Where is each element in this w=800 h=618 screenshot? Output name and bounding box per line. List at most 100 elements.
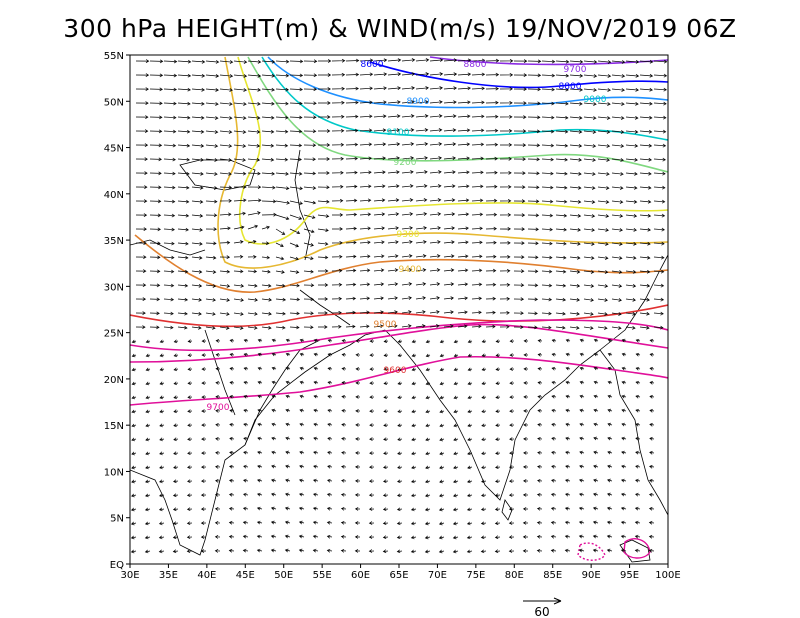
wind-arrow [219, 74, 234, 78]
wind-arrow [551, 464, 557, 469]
wind-arrow [429, 86, 443, 90]
wind-arrow [340, 506, 347, 511]
wind-arrow [579, 352, 585, 357]
wind-arrow [355, 395, 361, 399]
wind-arrow [215, 380, 221, 385]
wind-arrow [593, 450, 599, 455]
wind-arrow [415, 142, 429, 146]
wind-arrow [579, 394, 585, 399]
wind-arrow [177, 227, 189, 232]
wind-arrow [299, 338, 305, 343]
wind-arrow [410, 507, 417, 512]
wind-arrow [383, 353, 389, 358]
contour-9600 [130, 304, 668, 328]
wind-arrow [144, 535, 151, 540]
wind-arrow [639, 101, 653, 106]
wind-arrow [453, 353, 459, 358]
wind-arrow [592, 506, 599, 511]
wind-arrow [425, 381, 431, 386]
wind-arrow [551, 366, 557, 371]
wind-arrow [536, 520, 543, 525]
wind-arrow [242, 520, 249, 525]
wind-arrow [481, 465, 487, 470]
wind-arrow [453, 423, 459, 428]
wind-arrow [635, 464, 641, 469]
wind-arrow [443, 156, 456, 160]
wind-arrow [257, 492, 263, 497]
wind-arrow [373, 86, 387, 91]
wind-arrow [621, 450, 627, 455]
wind-arrow [536, 534, 543, 539]
wind-arrow [191, 172, 204, 176]
wind-arrow [425, 493, 431, 498]
wind-arrow [187, 479, 193, 484]
wind-arrow [466, 507, 473, 512]
wind-arrow [597, 60, 612, 64]
wind-arrow [597, 200, 610, 204]
wind-arrow [177, 59, 192, 64]
wind-arrow [565, 422, 571, 427]
wind-arrow [411, 465, 417, 470]
wind-arrow [275, 200, 290, 205]
wind-arrow [355, 381, 361, 385]
wind-arrow [233, 326, 244, 330]
wind-arrow [607, 492, 613, 497]
wind-arrow [313, 422, 319, 427]
wind-arrow [551, 380, 557, 385]
wind-arrow [606, 534, 613, 539]
wind-arrow [261, 297, 272, 302]
wind-arrow [373, 114, 387, 119]
wind-arrow [467, 423, 473, 428]
wind-arrow [481, 381, 487, 386]
wind-arrow [537, 436, 543, 441]
wind-arrow [639, 325, 650, 330]
wind-arrow [429, 156, 442, 160]
wind-arrow [485, 114, 499, 119]
wind-arrow [611, 74, 626, 78]
wind-arrow [233, 225, 245, 230]
wind-arrow [499, 310, 510, 315]
wind-arrow [527, 101, 541, 106]
wind-arrow [261, 129, 275, 134]
wind-arrow [424, 507, 431, 512]
wind-arrow [481, 479, 487, 484]
wind-arrow [247, 254, 257, 259]
wind-arrow [289, 297, 301, 302]
lon-tick-label: 80E [505, 570, 524, 581]
wind-arrow [275, 87, 289, 92]
wind-arrow [159, 423, 165, 428]
wind-arrow [634, 520, 641, 525]
wind-arrow [555, 129, 569, 134]
wind-arrow [471, 86, 485, 91]
wind-arrow [653, 73, 668, 78]
wind-arrow [130, 535, 137, 540]
wind-arrow [289, 115, 303, 120]
wind-arrow [382, 493, 389, 498]
wind-arrow [233, 185, 247, 189]
wind-arrow [312, 506, 319, 511]
wind-arrow [649, 394, 655, 399]
wind-arrow [200, 507, 207, 511]
wind-arrow [522, 521, 529, 525]
wind-arrow [607, 380, 613, 385]
wind-arrow [243, 450, 249, 455]
wind-arrow [452, 535, 459, 540]
wind-arrow [242, 534, 249, 539]
wind-arrow [653, 199, 666, 204]
wind-arrow [387, 198, 400, 202]
wind-arrow [201, 353, 207, 357]
wind-arrow [345, 114, 359, 119]
wind-arrow [452, 507, 459, 512]
wind-arrow [593, 422, 599, 427]
wind-arrow [201, 339, 207, 343]
wind-arrow [326, 492, 333, 497]
wind-arrow [145, 367, 151, 372]
wind-arrow [541, 269, 553, 274]
wind-arrow [135, 283, 147, 288]
wind-arrow [187, 465, 193, 470]
wind-arrow [555, 199, 568, 204]
wind-arrow [135, 185, 148, 189]
wind-arrow [327, 394, 333, 399]
wind-arrow [229, 478, 235, 483]
lon-tick-label: 35E [159, 570, 178, 581]
